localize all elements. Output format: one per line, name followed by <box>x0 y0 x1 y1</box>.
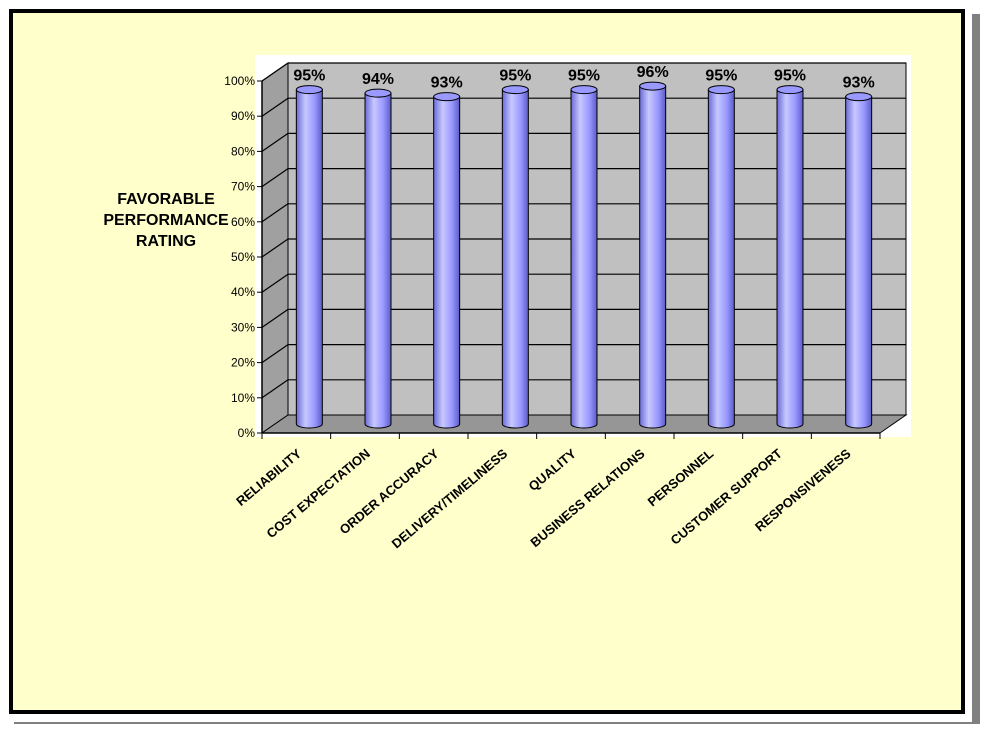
y-tick-label: 0% <box>238 426 256 440</box>
bar <box>845 92 873 429</box>
data-label: 95% <box>293 68 325 85</box>
bar-body <box>364 92 392 429</box>
data-label: 94% <box>362 71 394 88</box>
gridline-side <box>261 97 289 117</box>
y-tick-label: 50% <box>231 250 255 264</box>
bar <box>501 85 529 429</box>
bar <box>433 92 461 429</box>
gridline-side <box>261 62 289 82</box>
bar-top <box>845 92 873 102</box>
bar-top <box>570 85 598 95</box>
bar-body <box>501 89 529 429</box>
y-tick-label: 30% <box>231 320 255 334</box>
y-axis-ticks: 0% 10% 20% 30% 40% 50% 60% 70% 80% 90% 100% <box>224 74 262 440</box>
bar-top <box>707 85 735 95</box>
category-label: BUSINESS RELATIONS <box>527 446 647 550</box>
y-tick-label: 70% <box>231 180 255 194</box>
bar-top <box>295 85 323 95</box>
bar-body <box>707 89 735 429</box>
gridline-side <box>261 273 289 293</box>
y-tick-label: 80% <box>231 144 255 158</box>
bar <box>295 85 323 429</box>
data-label: 93% <box>431 75 463 92</box>
gridline-side <box>261 203 289 223</box>
data-label: 93% <box>843 75 875 92</box>
category-label: DELIVERY/TIMELINESS <box>389 446 511 552</box>
bar-top <box>776 85 804 95</box>
y-tick-label: 100% <box>224 74 255 88</box>
bar-body <box>776 89 804 429</box>
bar-top <box>501 85 529 95</box>
gridline-side <box>261 379 289 399</box>
bar-body <box>433 96 461 429</box>
y-axis-title-line: PERFORMANCE <box>103 212 229 229</box>
y-tick-label: 20% <box>231 356 255 370</box>
frame-shadow-right <box>972 14 980 724</box>
y-tick-label: 60% <box>231 215 255 229</box>
data-label: 96% <box>637 64 669 81</box>
gridline-side <box>261 168 289 188</box>
data-label: 95% <box>568 68 600 85</box>
gridline-side <box>261 132 289 152</box>
gridline-side <box>261 308 289 328</box>
data-labels: 95% 94% 93% 95% 95% 96% 95% 95% 93% <box>293 64 874 92</box>
bar-body <box>639 85 667 429</box>
bar-body <box>295 89 323 429</box>
gridline-side <box>261 238 289 258</box>
category-label: RELIABILITY <box>233 446 304 509</box>
frame-shadow-bottom <box>14 722 980 724</box>
x-axis-ticks <box>261 433 881 439</box>
bar-top <box>433 92 461 102</box>
category-label: PERSONNEL <box>645 446 717 510</box>
y-tick-label: 90% <box>231 109 255 123</box>
category-label: QUALITY <box>526 446 580 494</box>
data-label: 95% <box>499 68 531 85</box>
bar <box>639 81 667 429</box>
y-tick-label: 40% <box>231 285 255 299</box>
bars <box>295 81 873 429</box>
bar <box>364 88 392 429</box>
bar-top <box>364 88 392 98</box>
bar <box>776 85 804 429</box>
y-axis-title: FAVORABLE PERFORMANCE RATING <box>96 189 236 252</box>
y-axis-title-line: RATING <box>135 233 197 250</box>
bar-top <box>639 81 667 91</box>
bar <box>570 85 598 429</box>
bar-body <box>570 89 598 429</box>
bar <box>707 85 735 429</box>
bar-body <box>845 96 873 429</box>
y-axis-title-line: FAVORABLE <box>117 191 215 208</box>
data-label: 95% <box>774 68 806 85</box>
y-tick-label: 10% <box>231 391 255 405</box>
data-label: 95% <box>705 68 737 85</box>
gridline-side <box>261 344 289 364</box>
category-label: CUSTOMER SUPPORT <box>668 446 785 548</box>
